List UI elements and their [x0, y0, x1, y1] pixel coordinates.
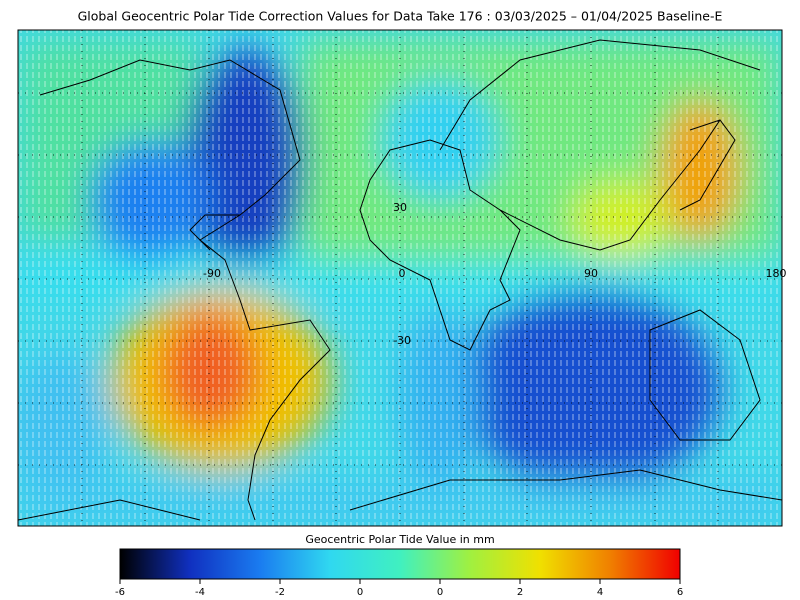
graticule	[18, 30, 782, 526]
colorbar-tick-label: 0	[437, 587, 443, 598]
colorbar-tick-label: 4	[597, 587, 603, 598]
colorbar-tick-label: 2	[517, 587, 523, 598]
map-frame	[17, 29, 783, 527]
longitude-label: 90	[584, 267, 598, 280]
latitude-label: -30	[393, 334, 411, 347]
colorbar-tick-label: 0	[357, 587, 363, 598]
longitude-label: 180	[766, 267, 787, 280]
colorbar	[119, 548, 681, 580]
title: Global Geocentric Polar Tide Correction …	[78, 9, 723, 24]
colorbar-tick-label: -4	[195, 587, 205, 598]
colorbar-tick-label: 6	[677, 587, 683, 598]
coastlines	[18, 39, 782, 521]
colorbar-ticks: -6 -4 -2 0 0 2 4 6	[115, 579, 683, 598]
colorbar-label: Geocentric Polar Tide Value in mm	[305, 533, 494, 546]
colorbar-tick-label: -6	[115, 587, 125, 598]
map-field	[18, 30, 782, 526]
longitude-label: 0	[399, 267, 406, 280]
colorbar-tick-label: -2	[275, 587, 285, 598]
latitude-label: 30	[393, 201, 407, 214]
longitude-label: -90	[203, 267, 221, 280]
